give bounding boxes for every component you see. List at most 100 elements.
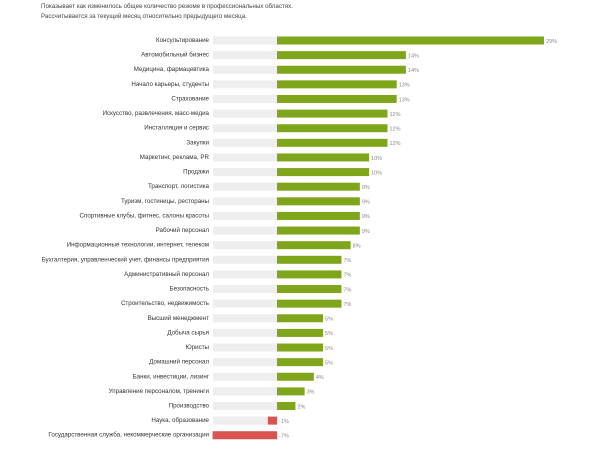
- bar[interactable]: [212, 431, 277, 440]
- bar-row: Высший менеджмент 5%: [148, 314, 333, 323]
- category-label: Управление персоналом, тренинги: [109, 388, 210, 395]
- value-label: 14%: [408, 68, 419, 74]
- bar[interactable]: [277, 241, 351, 250]
- bar-row: Страхование 13%: [171, 94, 410, 103]
- category-label: Консультирование: [156, 37, 210, 44]
- bar[interactable]: [277, 387, 305, 396]
- bar-row: Транспорт, логистика 9%: [148, 182, 370, 191]
- bar[interactable]: [277, 168, 370, 177]
- bar[interactable]: [277, 51, 406, 60]
- category-label: Страхование: [171, 95, 209, 102]
- description-line-1: Показывает как изменилось общее количест…: [41, 3, 293, 10]
- bar[interactable]: [277, 153, 370, 162]
- value-label: 10%: [371, 156, 382, 162]
- bar-row: Информационные технологии, интернет, тел…: [67, 241, 361, 249]
- bar[interactable]: [277, 402, 296, 410]
- bar-row: Производство 2%: [169, 402, 305, 410]
- bar-track: [213, 51, 277, 60]
- category-label: Автомобильный бизнес: [141, 52, 209, 59]
- bar[interactable]: [277, 285, 342, 294]
- bar[interactable]: [277, 94, 397, 103]
- bar[interactable]: [277, 299, 342, 308]
- bar[interactable]: [277, 138, 388, 147]
- value-label: 2%: [297, 404, 305, 410]
- bar-track: [213, 358, 277, 367]
- description-line-2: Рассчитывается за текущий месяц относите…: [41, 12, 247, 20]
- bar[interactable]: [277, 358, 324, 367]
- category-label: Банки, инвестиции, лизинг: [133, 373, 210, 380]
- category-label: Искусство, развлечения, масс-медиа: [103, 110, 210, 117]
- bar[interactable]: [277, 255, 342, 264]
- bar-track: [213, 211, 277, 220]
- bar-row: Искусство, развлечения, масс-медиа 12%: [103, 109, 401, 118]
- bar[interactable]: [277, 226, 360, 235]
- bar-row: Автомобильный бизнес 14%: [141, 51, 419, 59]
- bar-track: [213, 255, 277, 264]
- bar-row: Строительство, недвижимость 7%: [121, 299, 352, 308]
- bar[interactable]: [277, 109, 388, 118]
- category-label: Туризм, гостиницы, рестораны: [121, 198, 210, 205]
- bar-track: [213, 270, 277, 279]
- bar[interactable]: [277, 36, 544, 45]
- bar-track: [213, 65, 277, 74]
- bar-row: Начало карьеры, студенты 13%: [131, 80, 410, 89]
- bar-track: [213, 36, 277, 45]
- bar-track: [213, 416, 277, 425]
- bar[interactable]: [277, 197, 360, 206]
- bar-track: [213, 197, 277, 206]
- category-label: Административный персонал: [124, 271, 209, 278]
- value-label: 7%: [343, 302, 351, 308]
- bar-track: [213, 372, 277, 381]
- bar-track: [213, 402, 277, 410]
- value-label: 12%: [389, 141, 400, 147]
- bar[interactable]: [277, 270, 342, 279]
- bar[interactable]: [277, 182, 360, 191]
- bar[interactable]: [277, 372, 314, 381]
- bar-row: Маркетинг, реклама, PR 10%: [140, 153, 382, 162]
- value-label: 3%: [307, 390, 315, 396]
- value-label: 9%: [362, 200, 370, 206]
- bar[interactable]: [277, 343, 324, 352]
- bar-track: [213, 241, 277, 250]
- value-label: 7%: [343, 258, 351, 264]
- value-label: 5%: [325, 346, 333, 352]
- bar[interactable]: [277, 328, 324, 337]
- category-label: Государственная служба, некоммерческие о…: [48, 432, 209, 439]
- bar-row: Банки, инвестиции, лизинг 4%: [133, 372, 324, 381]
- bar[interactable]: [277, 211, 360, 220]
- bar[interactable]: [277, 314, 324, 323]
- bar-row: Наука, образование -1%: [151, 416, 289, 425]
- bar[interactable]: [267, 416, 277, 425]
- bar-row: Юристы 5%: [185, 343, 333, 352]
- category-label: Строительство, недвижимость: [121, 300, 209, 307]
- category-label: Рабочий персонал: [156, 227, 210, 234]
- bar-track: [213, 124, 277, 133]
- category-label: Домашний персонал: [149, 359, 209, 366]
- value-label: 14%: [408, 53, 419, 59]
- value-label: 9%: [362, 214, 370, 220]
- value-label: 13%: [399, 83, 410, 89]
- value-label: 13%: [399, 97, 410, 103]
- bar-track: [213, 226, 277, 235]
- bar-row: Медицина, фармацевтика 14%: [134, 65, 419, 74]
- bar-row: Консультирование 29%: [156, 36, 557, 45]
- chart-description: Показывает как изменилось общее количест…: [41, 2, 293, 21]
- bar-row: Добыча сырья 5%: [167, 328, 333, 337]
- category-label: Бухгалтерия, управленческий учет, финанс…: [42, 256, 209, 263]
- value-label: 29%: [546, 39, 557, 45]
- category-label: Инсталляция и сервис: [144, 125, 209, 132]
- value-label: -1%: [279, 419, 289, 425]
- bar[interactable]: [277, 65, 406, 74]
- bar[interactable]: [277, 80, 397, 89]
- value-label: -7%: [279, 434, 289, 440]
- value-label: 5%: [325, 331, 333, 337]
- bar-track: [213, 387, 277, 396]
- bar-row: Туризм, гостиницы, рестораны 9%: [121, 197, 370, 206]
- bar-row: Рабочий персонал 9%: [156, 226, 370, 235]
- value-label: 8%: [353, 243, 361, 249]
- value-label: 5%: [325, 360, 333, 366]
- bar[interactable]: [277, 124, 388, 133]
- bar-track: [213, 314, 277, 323]
- bar-track: [213, 138, 277, 147]
